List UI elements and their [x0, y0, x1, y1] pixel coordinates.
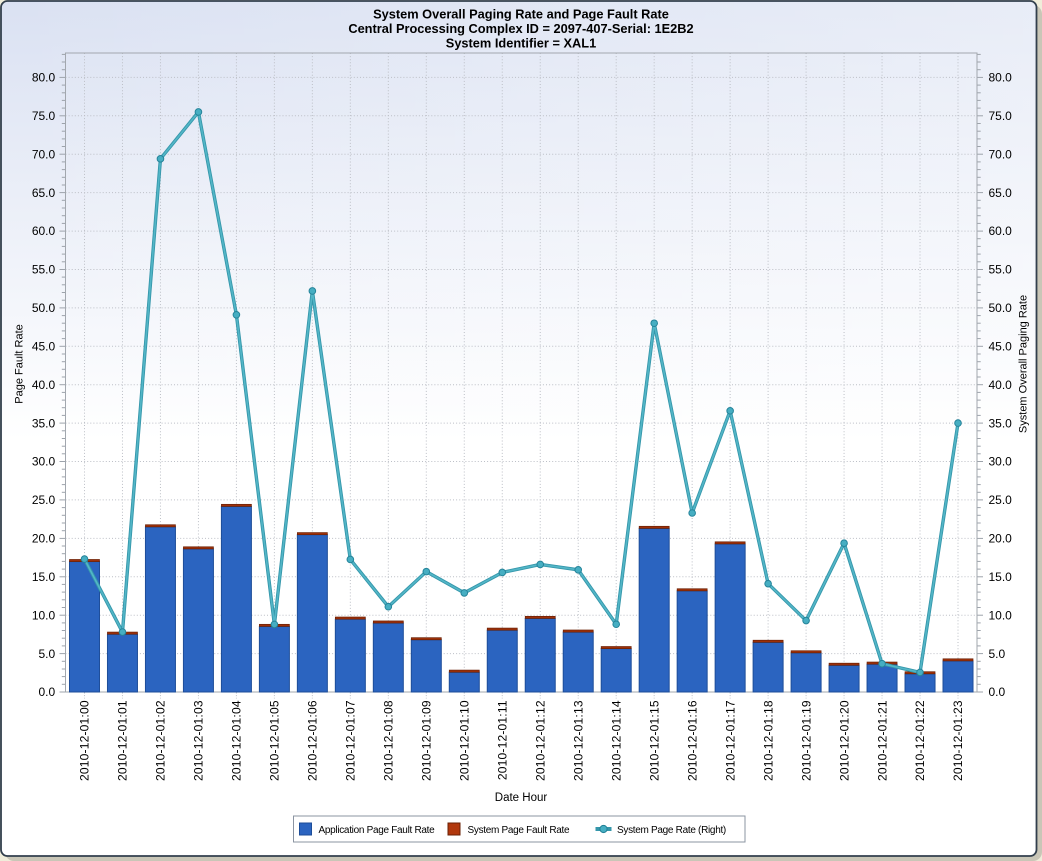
svg-text:System Overall Paging Rate: System Overall Paging Rate [1018, 295, 1030, 433]
svg-text:0.0: 0.0 [989, 685, 1006, 699]
svg-text:2010-12-01:19: 2010-12-01:19 [799, 700, 813, 781]
svg-text:0.0: 0.0 [39, 685, 56, 699]
svg-text:2010-12-01:12: 2010-12-01:12 [533, 700, 547, 781]
svg-text:20.0: 20.0 [989, 532, 1013, 546]
svg-text:80.0: 80.0 [32, 71, 56, 85]
svg-text:2010-12-01:17: 2010-12-01:17 [723, 700, 737, 781]
svg-text:Date Hour: Date Hour [495, 792, 548, 804]
svg-text:2010-12-01:09: 2010-12-01:09 [420, 700, 434, 781]
svg-text:2010-12-01:11: 2010-12-01:11 [495, 700, 509, 780]
svg-text:2010-12-01:23: 2010-12-01:23 [951, 700, 965, 781]
svg-text:65.0: 65.0 [989, 186, 1013, 200]
svg-text:2010-12-01:02: 2010-12-01:02 [154, 700, 168, 781]
svg-text:55.0: 55.0 [32, 263, 56, 277]
svg-text:2010-12-01:04: 2010-12-01:04 [230, 700, 244, 781]
svg-text:80.0: 80.0 [989, 71, 1013, 85]
svg-text:30.0: 30.0 [989, 455, 1013, 469]
svg-text:65.0: 65.0 [32, 186, 56, 200]
svg-text:Page Fault Rate: Page Fault Rate [14, 324, 26, 404]
svg-text:2010-12-01:08: 2010-12-01:08 [382, 700, 396, 781]
svg-text:50.0: 50.0 [989, 301, 1013, 315]
svg-text:60.0: 60.0 [989, 224, 1013, 238]
svg-text:Central Processing Complex ID: Central Processing Complex ID = 2097-407… [348, 21, 693, 36]
svg-text:5.0: 5.0 [39, 647, 56, 661]
svg-text:15.0: 15.0 [989, 570, 1013, 584]
svg-text:2010-12-01:15: 2010-12-01:15 [647, 700, 661, 781]
svg-text:2010-12-01:05: 2010-12-01:05 [268, 700, 282, 781]
svg-text:2010-12-01:01: 2010-12-01:01 [116, 700, 130, 781]
svg-text:2010-12-01:00: 2010-12-01:00 [78, 700, 92, 781]
svg-text:2010-12-01:07: 2010-12-01:07 [344, 700, 358, 781]
svg-text:Application Page Fault Rate: Application Page Fault Rate [319, 825, 436, 836]
svg-text:5.0: 5.0 [989, 647, 1006, 661]
svg-text:System Identifier = XAL1: System Identifier = XAL1 [446, 36, 596, 51]
svg-text:40.0: 40.0 [989, 378, 1013, 392]
svg-text:75.0: 75.0 [32, 109, 56, 123]
svg-text:25.0: 25.0 [989, 493, 1013, 507]
svg-text:45.0: 45.0 [989, 340, 1013, 354]
svg-text:50.0: 50.0 [32, 301, 56, 315]
svg-text:2010-12-01:18: 2010-12-01:18 [761, 700, 775, 781]
svg-text:System Page Rate (Right): System Page Rate (Right) [617, 825, 726, 836]
svg-text:2010-12-01:10: 2010-12-01:10 [457, 700, 471, 781]
svg-text:70.0: 70.0 [989, 147, 1013, 161]
svg-text:2010-12-01:16: 2010-12-01:16 [685, 700, 699, 781]
svg-text:2010-12-01:22: 2010-12-01:22 [913, 700, 927, 781]
svg-text:30.0: 30.0 [32, 455, 56, 469]
svg-text:70.0: 70.0 [32, 147, 56, 161]
svg-text:45.0: 45.0 [32, 340, 56, 354]
svg-text:75.0: 75.0 [989, 109, 1013, 123]
svg-text:2010-12-01:06: 2010-12-01:06 [306, 700, 320, 781]
svg-text:10.0: 10.0 [989, 608, 1013, 622]
svg-text:System Overall Paging Rate and: System Overall Paging Rate and Page Faul… [373, 7, 669, 22]
svg-text:60.0: 60.0 [32, 224, 56, 238]
svg-text:55.0: 55.0 [989, 263, 1013, 277]
svg-text:40.0: 40.0 [32, 378, 56, 392]
svg-text:10.0: 10.0 [32, 608, 56, 622]
svg-text:2010-12-01:03: 2010-12-01:03 [192, 700, 206, 781]
svg-text:35.0: 35.0 [32, 416, 56, 430]
svg-text:2010-12-01:13: 2010-12-01:13 [571, 700, 585, 781]
svg-text:2010-12-01:14: 2010-12-01:14 [609, 700, 623, 781]
svg-text:35.0: 35.0 [989, 416, 1013, 430]
svg-text:System Page Fault Rate: System Page Fault Rate [468, 825, 571, 836]
svg-text:2010-12-01:21: 2010-12-01:21 [875, 700, 889, 781]
svg-text:15.0: 15.0 [32, 570, 56, 584]
svg-text:2010-12-01:20: 2010-12-01:20 [837, 700, 851, 781]
svg-text:20.0: 20.0 [32, 532, 56, 546]
svg-text:25.0: 25.0 [32, 493, 56, 507]
